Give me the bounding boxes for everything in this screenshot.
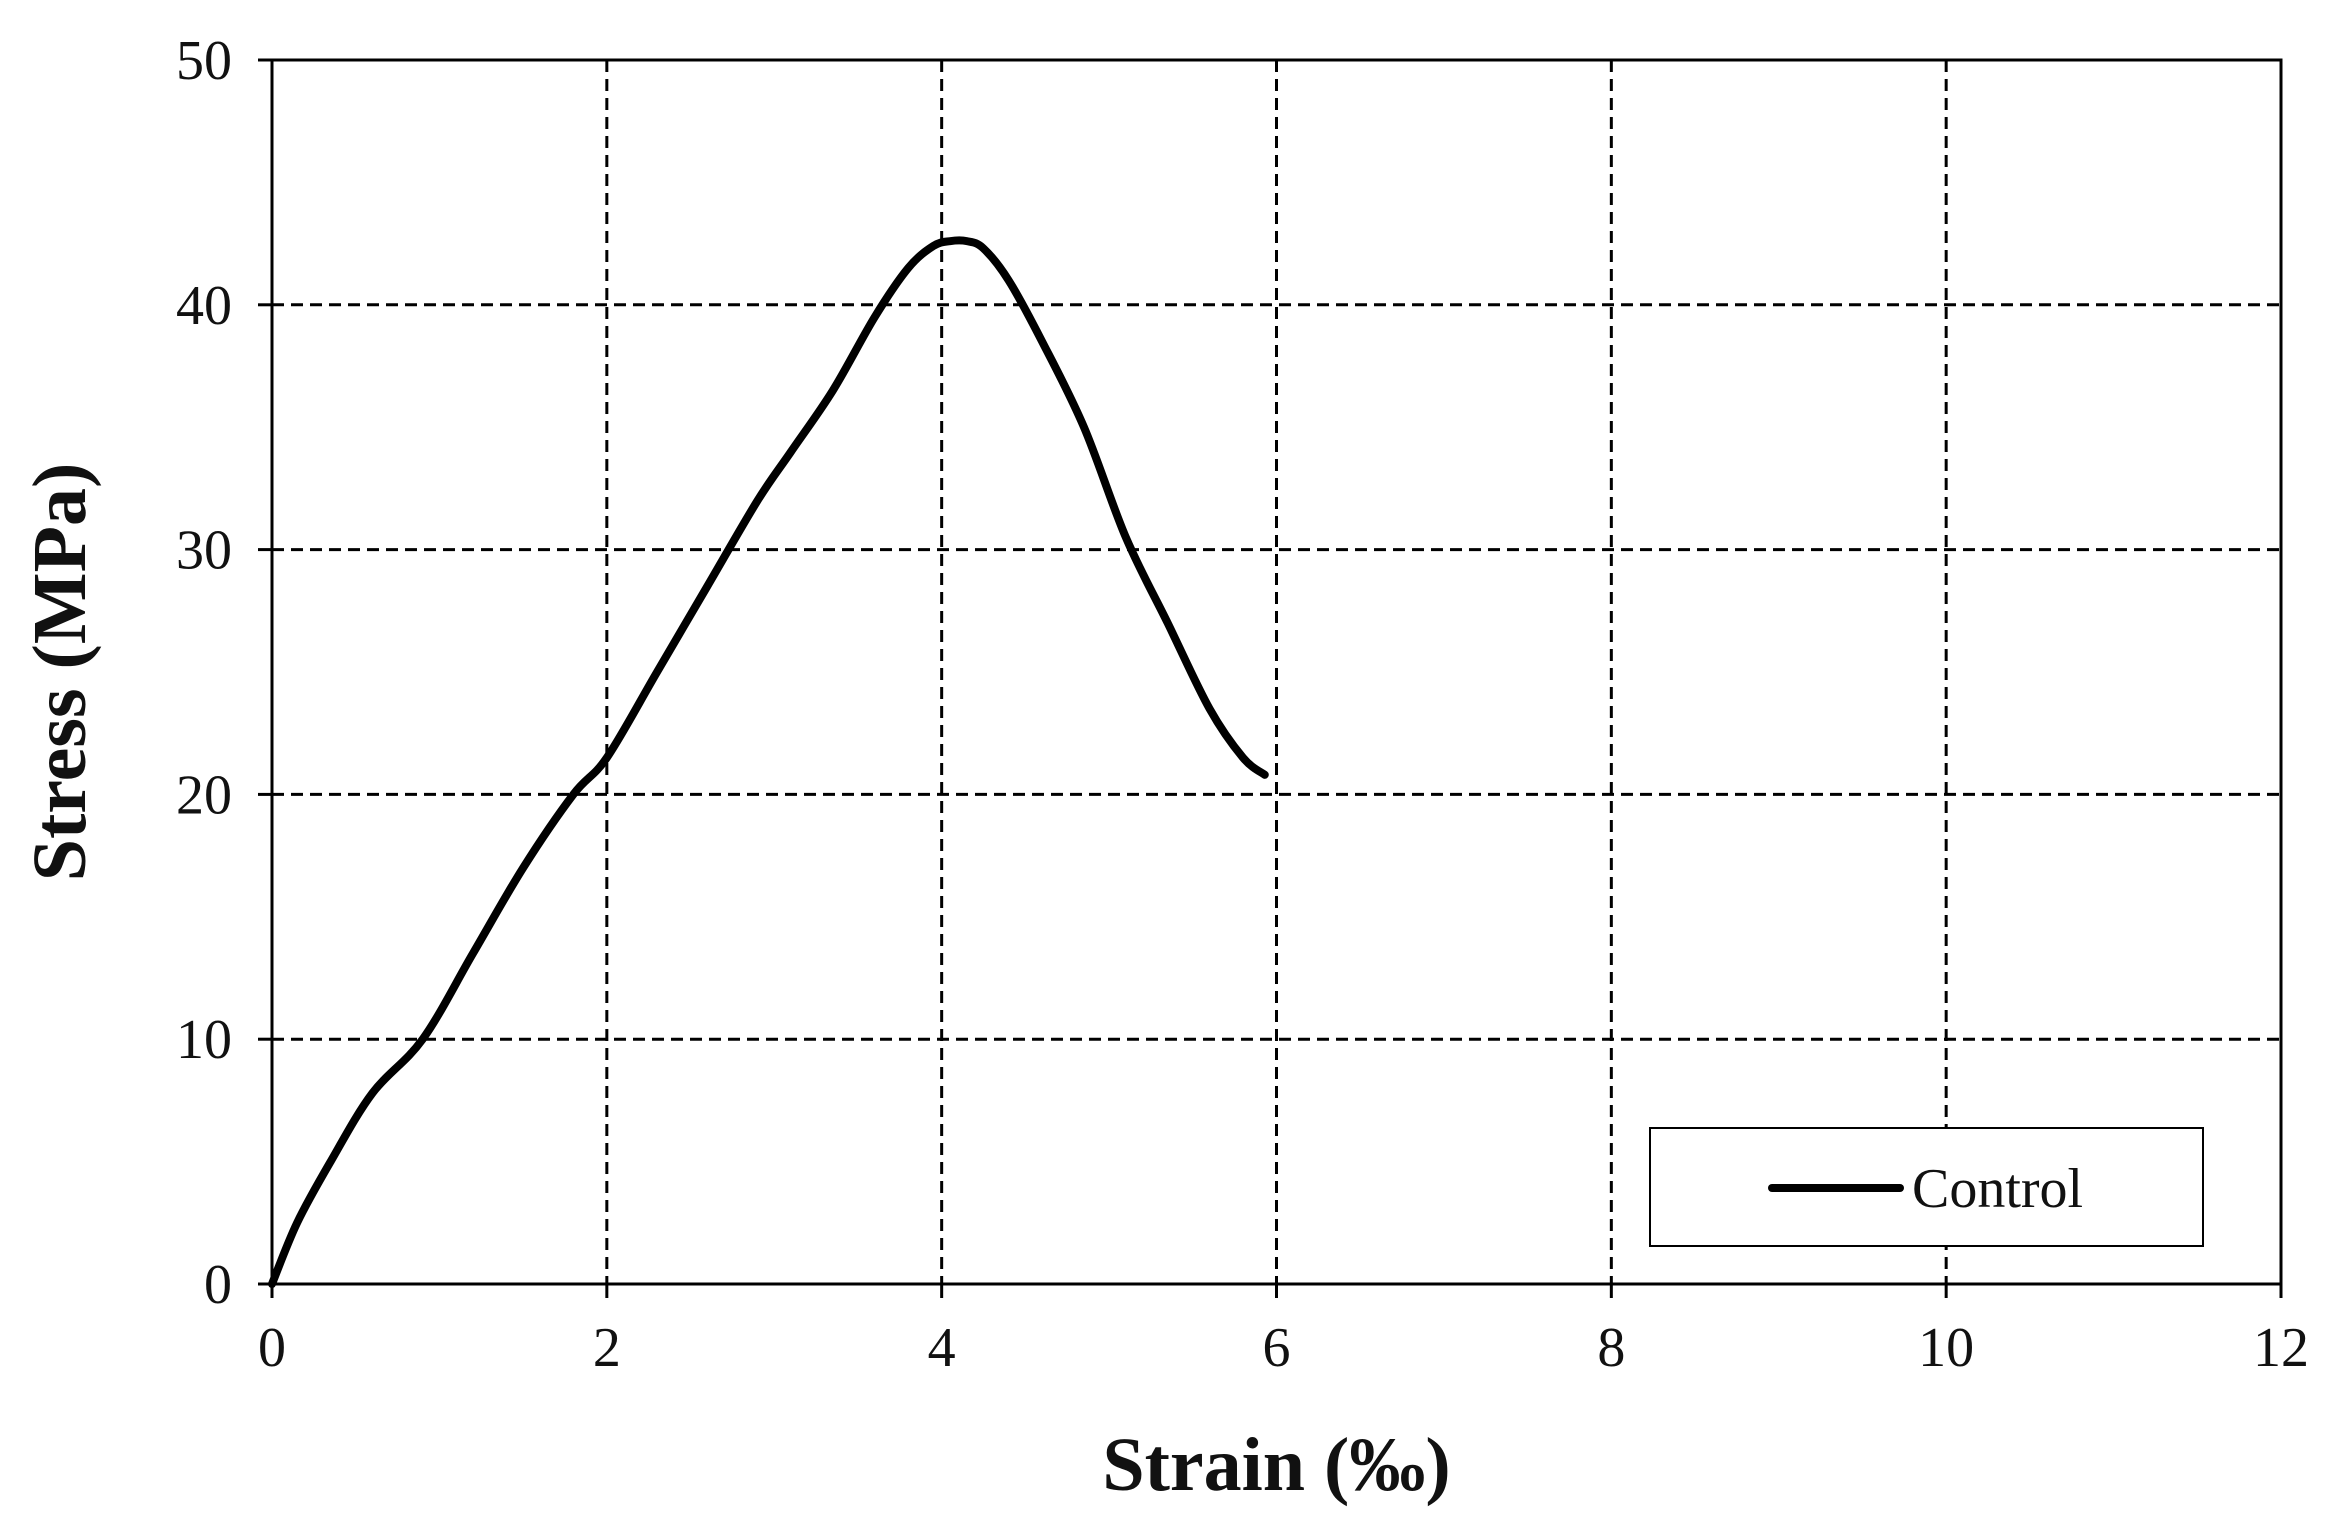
series-lines xyxy=(268,236,1269,1288)
x-tick-label: 0 xyxy=(258,1317,286,1379)
grid-lines xyxy=(272,58,2283,1284)
y-tick-label: 30 xyxy=(176,520,232,582)
y-axis-title: Stress (MPa) xyxy=(18,463,102,882)
y-tick-label: 20 xyxy=(176,764,232,826)
x-tick-label: 2 xyxy=(593,1317,621,1379)
x-tick-label: 12 xyxy=(2253,1317,2309,1379)
y-tick-label: 50 xyxy=(176,30,232,92)
legend: Control xyxy=(1649,1127,2204,1247)
x-tick-label: 4 xyxy=(928,1317,956,1379)
legend-box xyxy=(1649,1127,2204,1247)
x-axis-title: Strain (‰) xyxy=(1102,1423,1450,1507)
y-tick-label: 40 xyxy=(176,275,232,337)
legend-label-control: Control xyxy=(1912,1158,2083,1220)
y-tick-label: 0 xyxy=(204,1254,232,1316)
y-axis-ticks: 0 10 20 30 40 50 xyxy=(176,30,272,1316)
series-line-control xyxy=(268,236,1269,1288)
x-tick-label: 10 xyxy=(1918,1317,1974,1379)
x-axis-ticks: 0 2 4 6 8 10 12 xyxy=(258,1284,2309,1379)
x-tick-label: 6 xyxy=(1263,1317,1291,1379)
y-tick-label: 10 xyxy=(176,1009,232,1071)
x-tick-label: 8 xyxy=(1597,1317,1625,1379)
